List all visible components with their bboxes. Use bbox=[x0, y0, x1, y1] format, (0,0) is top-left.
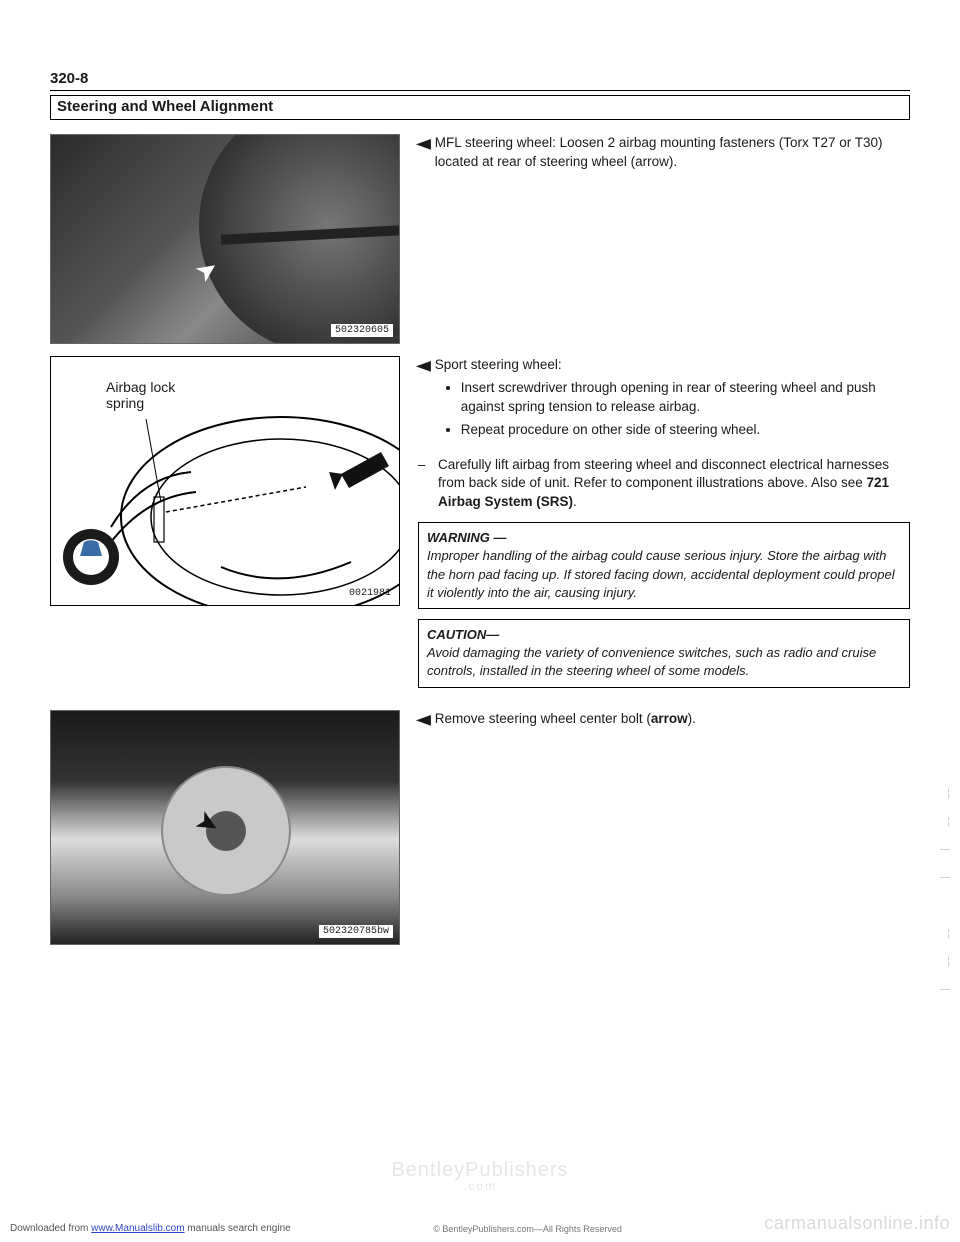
figure-tag: 502320605 bbox=[331, 324, 393, 337]
pointer-icon: ◀ bbox=[416, 134, 431, 172]
caution-body: Avoid damaging the variety of convenienc… bbox=[427, 644, 901, 680]
manualslib-link[interactable]: www.Manualslib.com bbox=[91, 1223, 184, 1234]
warning-body: Improper handling of the airbag could ca… bbox=[427, 547, 901, 602]
step-text: MFL steering wheel: Loosen 2 airbag moun… bbox=[435, 134, 910, 172]
figure-airbag-lock-diagram: Airbag lock spring bbox=[50, 356, 400, 606]
pointer-icon: ◀ bbox=[416, 356, 431, 448]
figure-center-bolt-photo: ➤ 502320785bw bbox=[50, 710, 400, 945]
caution-heading: CAUTION— bbox=[427, 626, 901, 644]
page-footer: Downloaded from www.Manualslib.com manua… bbox=[10, 1213, 950, 1234]
diagram-label-line: spring bbox=[106, 395, 144, 411]
caution-box: CAUTION— Avoid damaging the variety of c… bbox=[418, 619, 910, 688]
warning-box: WARNING — Improper handling of the airba… bbox=[418, 522, 910, 609]
diagram-label-line: Airbag lock bbox=[106, 379, 175, 395]
figure-tag: 0021981 bbox=[349, 588, 391, 599]
step-lead: Sport steering wheel: bbox=[435, 356, 910, 375]
watermark-line: .com bbox=[391, 1180, 568, 1192]
bullet-item: Insert screwdriver through opening in re… bbox=[461, 379, 910, 417]
page-number: 320-8 bbox=[50, 70, 910, 91]
margin-marks: ¦¦——¦¦— bbox=[940, 780, 950, 1180]
pointer-icon: ◀ bbox=[416, 710, 431, 730]
step-text: Remove steering wheel center bolt (arrow… bbox=[435, 710, 910, 730]
footer-copyright: © BentleyPublishers.com—All Rights Reser… bbox=[433, 1224, 622, 1234]
footer-left: Downloaded from www.Manualslib.com manua… bbox=[10, 1223, 291, 1234]
footer-watermark: carmanualsonline.info bbox=[764, 1213, 950, 1234]
step-bullet-list: Insert screwdriver through opening in re… bbox=[435, 379, 910, 440]
watermark: BentleyPublishers .com bbox=[391, 1160, 568, 1192]
section-title: Steering and Wheel Alignment bbox=[57, 98, 273, 115]
step-text: Carefully lift airbag from steering whee… bbox=[438, 456, 910, 513]
section-title-bar: Steering and Wheel Alignment bbox=[50, 95, 910, 120]
watermark-line: BentleyPublishers bbox=[391, 1160, 568, 1180]
figure-tag: 502320785bw bbox=[319, 925, 393, 938]
diagram-label: Airbag lock spring bbox=[106, 379, 175, 411]
bullet-item: Repeat procedure on other side of steeri… bbox=[461, 421, 910, 440]
dash-marker: – bbox=[418, 456, 438, 513]
figure-mfl-wheel-photo: ➤ 502320605 bbox=[50, 134, 400, 344]
warning-heading: WARNING — bbox=[427, 529, 901, 547]
